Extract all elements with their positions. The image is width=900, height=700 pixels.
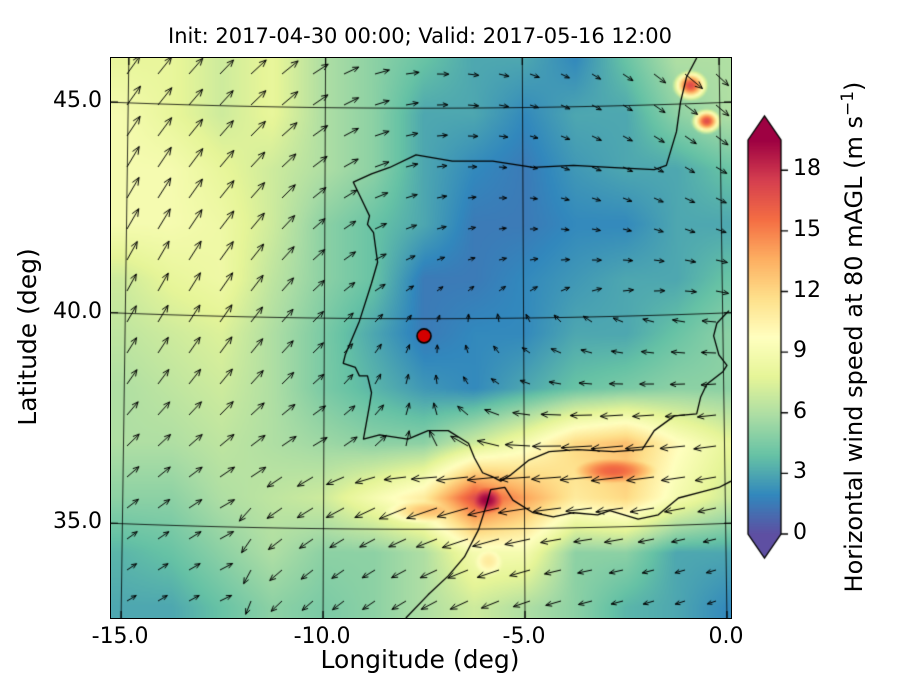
x-axis-label: Longitude (deg) [320,645,520,674]
colorbar-label: Horizontal wind speed at 80 mAGL (m s−1) [838,37,872,637]
y-tick-label: 35.0 [53,509,102,535]
colorbar [746,110,796,566]
colorbar-tick-label: 9 [793,338,807,364]
x-tick-label: -15.0 [91,624,149,649]
colorbar-tick-label: 0 [793,520,807,545]
wind-map-canvas [111,58,731,618]
colorbar-tick-label: 3 [793,459,807,485]
colorbar-label-superscript: −1 [838,90,858,116]
colorbar-tick-label: 18 [793,156,821,182]
y-tick-label: 40.0 [53,298,102,324]
x-tick-label: -10.0 [293,624,351,649]
plot-title: Init: 2017-04-30 00:00; Valid: 2017-05-1… [168,24,672,48]
colorbar-tick-label: 6 [793,398,807,424]
colorbar-tick-label: 12 [793,277,821,303]
colorbar-label-text: Horizontal wind speed at 80 mAGL (m s [840,116,868,593]
y-tick-label: 45.0 [53,88,102,114]
colorbar-tick-label: 15 [793,216,821,242]
x-tick-label: -5.0 [502,624,546,649]
map-plot-area [110,57,732,619]
x-tick-label: 0.0 [708,624,744,649]
colorbar-label-suffix: ) [840,81,868,91]
